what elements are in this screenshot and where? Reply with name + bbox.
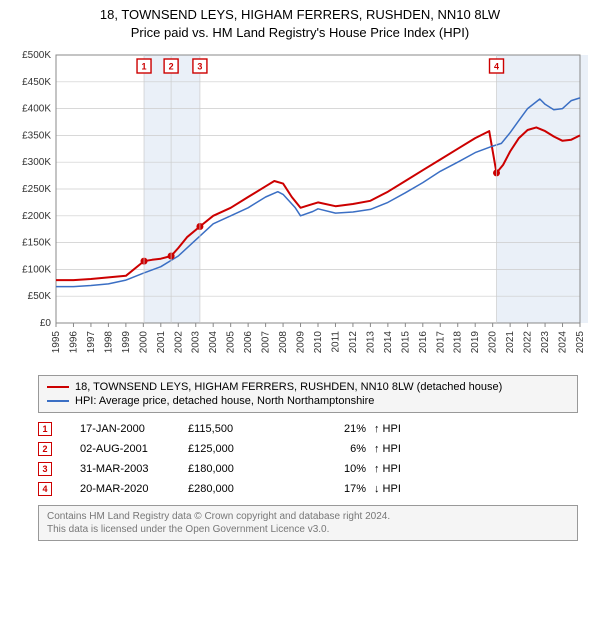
row-direction: ↑ HPI [374,463,424,475]
svg-text:2006: 2006 [243,331,254,354]
svg-text:2010: 2010 [313,331,324,354]
row-pct: 10% [306,463,366,475]
row-direction: ↑ HPI [374,423,424,435]
svg-text:2016: 2016 [418,331,429,354]
svg-text:£0: £0 [40,318,52,329]
row-pct: 6% [306,443,366,455]
svg-text:2023: 2023 [540,331,551,354]
chart-title: 18, TOWNSEND LEYS, HIGHAM FERRERS, RUSHD… [8,6,592,41]
legend-row: 18, TOWNSEND LEYS, HIGHAM FERRERS, RUSHD… [47,380,569,394]
svg-text:1996: 1996 [68,331,79,354]
svg-text:£450K: £450K [22,77,51,88]
row-pct: 17% [306,483,366,495]
row-marker: 3 [38,462,52,476]
svg-text:2003: 2003 [191,331,202,354]
svg-text:2005: 2005 [226,331,237,354]
svg-text:1997: 1997 [86,331,97,354]
row-date: 20-MAR-2020 [60,483,180,495]
chart: £0 £50K £100K £150K £200K £250K £300K £350K £400… [8,47,592,367]
row-marker: 2 [38,442,52,456]
table-row: 2 02-AUG-2001 £125,000 6% ↑ HPI [38,439,578,459]
line-chart-svg: £0 £50K £100K £150K £200K £250K £300K £350K £400… [8,47,588,367]
svg-text:£400K: £400K [22,104,51,115]
table-row: 3 31-MAR-2003 £180,000 10% ↑ HPI [38,459,578,479]
svg-text:2000: 2000 [138,331,149,354]
svg-text:2015: 2015 [400,331,411,354]
svg-text:2025: 2025 [575,331,586,354]
chart-container: 18, TOWNSEND LEYS, HIGHAM FERRERS, RUSHD… [0,0,600,549]
svg-text:4: 4 [494,62,499,72]
title-line-2: Price paid vs. HM Land Registry's House … [8,24,592,42]
legend-swatch [47,386,69,388]
transactions-table: 1 17-JAN-2000 £115,500 21% ↑ HPI 2 02-AUG-2001… [38,419,578,499]
legend-row: HPI: Average price, detached house, Nort… [47,394,569,408]
row-pct: 21% [306,423,366,435]
svg-text:2011: 2011 [330,331,341,353]
row-date: 02-AUG-2001 [60,443,180,455]
svg-text:2019: 2019 [470,331,481,354]
svg-text:3: 3 [197,62,202,72]
svg-text:£500K: £500K [22,50,51,61]
row-price: £180,000 [188,463,298,475]
table-row: 4 20-MAR-2020 £280,000 17% ↓ HPI [38,479,578,499]
row-direction: ↑ HPI [374,443,424,455]
svg-text:2013: 2013 [365,331,376,354]
svg-text:2024: 2024 [558,331,569,354]
license-line-2: This data is licensed under the Open Gov… [47,523,569,536]
svg-text:1998: 1998 [103,331,114,354]
svg-text:2021: 2021 [505,331,516,354]
row-date: 17-JAN-2000 [60,423,180,435]
license-line-1: Contains HM Land Registry data © Crown c… [47,510,569,523]
svg-text:£100K: £100K [22,264,51,275]
svg-text:£300K: £300K [22,157,51,168]
svg-text:2022: 2022 [523,331,534,354]
svg-text:£150K: £150K [22,238,51,249]
svg-text:1: 1 [142,62,147,72]
svg-text:2012: 2012 [348,331,359,354]
row-marker: 4 [38,482,52,496]
svg-text:2008: 2008 [278,331,289,354]
svg-text:£350K: £350K [22,130,51,141]
svg-text:2001: 2001 [156,331,167,354]
svg-text:1995: 1995 [51,331,62,354]
svg-text:2: 2 [169,62,174,72]
svg-text:2014: 2014 [383,331,394,354]
svg-text:2002: 2002 [173,331,184,354]
row-price: £280,000 [188,483,298,495]
row-direction: ↓ HPI [374,483,424,495]
legend-label: HPI: Average price, detached house, Nort… [75,395,374,407]
title-line-1: 18, TOWNSEND LEYS, HIGHAM FERRERS, RUSHD… [8,6,592,24]
row-price: £115,500 [188,423,298,435]
svg-text:£250K: £250K [22,184,51,195]
row-date: 31-MAR-2003 [60,463,180,475]
svg-text:£200K: £200K [22,211,51,222]
row-price: £125,000 [188,443,298,455]
svg-text:1999: 1999 [121,331,132,354]
legend-swatch [47,400,69,402]
svg-text:2007: 2007 [261,331,272,354]
svg-text:2017: 2017 [435,331,446,354]
svg-text:£50K: £50K [28,291,52,302]
row-marker: 1 [38,422,52,436]
svg-text:2020: 2020 [488,331,499,354]
license-box: Contains HM Land Registry data © Crown c… [38,505,578,541]
legend: 18, TOWNSEND LEYS, HIGHAM FERRERS, RUSHD… [38,375,578,413]
svg-text:2004: 2004 [208,331,219,354]
table-row: 1 17-JAN-2000 £115,500 21% ↑ HPI [38,419,578,439]
legend-label: 18, TOWNSEND LEYS, HIGHAM FERRERS, RUSHD… [75,381,502,393]
svg-text:2009: 2009 [296,331,307,354]
svg-text:2018: 2018 [453,331,464,354]
